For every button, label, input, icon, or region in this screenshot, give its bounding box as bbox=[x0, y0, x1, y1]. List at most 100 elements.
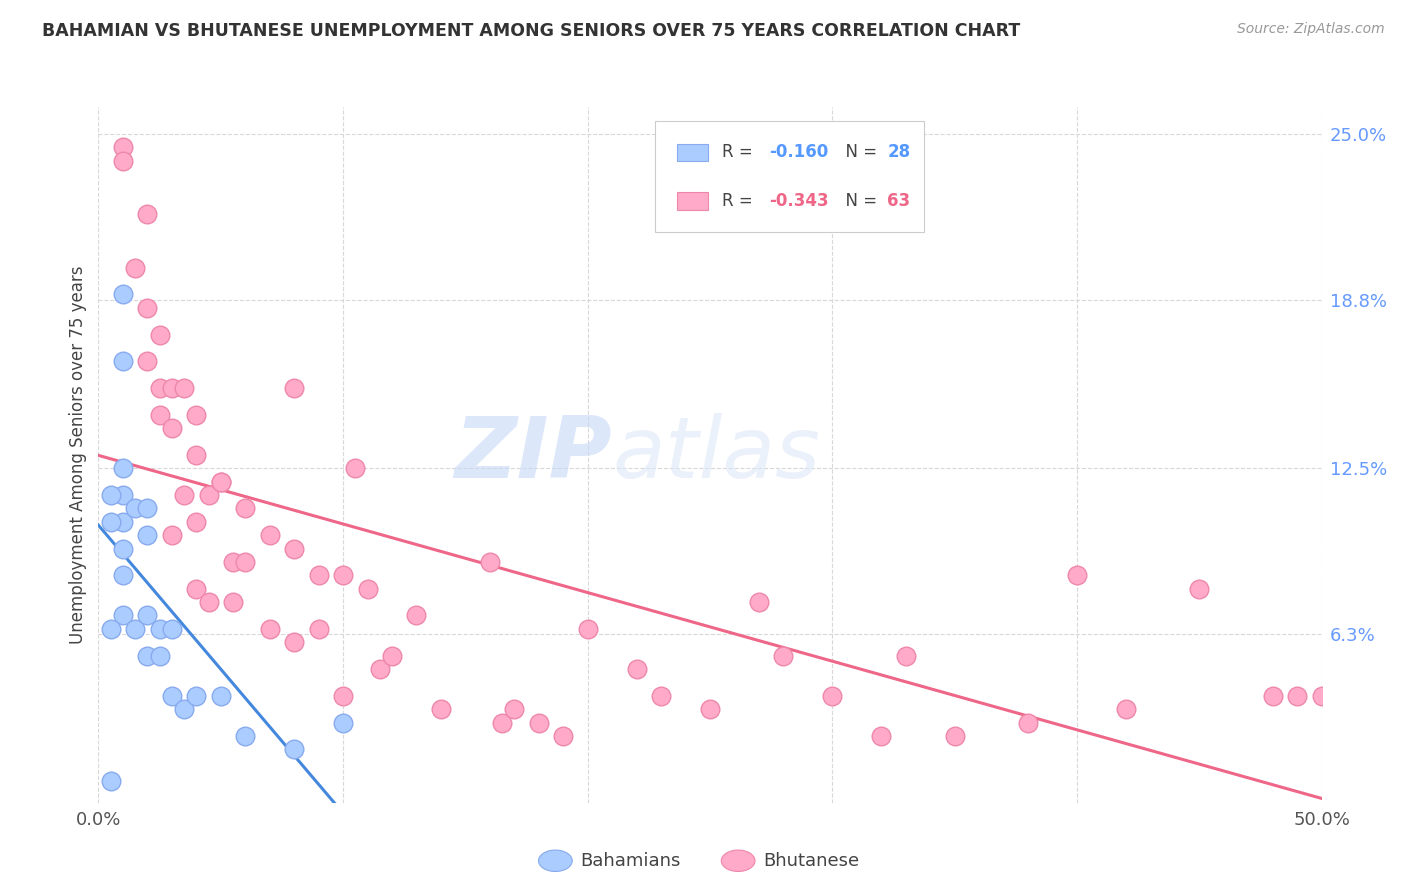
Point bbox=[283, 381, 305, 395]
Point bbox=[111, 608, 134, 623]
Point bbox=[332, 568, 354, 582]
Point bbox=[124, 501, 146, 516]
Point bbox=[233, 501, 256, 516]
Point bbox=[149, 327, 172, 342]
Point bbox=[368, 662, 391, 676]
Point bbox=[100, 488, 122, 502]
Point bbox=[209, 689, 232, 703]
Point bbox=[1261, 689, 1284, 703]
Text: atlas: atlas bbox=[612, 413, 820, 497]
Text: R =: R = bbox=[723, 144, 758, 161]
Point bbox=[160, 421, 183, 435]
Point bbox=[259, 528, 281, 542]
Text: ZIP: ZIP bbox=[454, 413, 612, 497]
Point bbox=[100, 622, 122, 636]
Text: Bhutanese: Bhutanese bbox=[763, 852, 859, 870]
Point bbox=[160, 381, 183, 395]
Point bbox=[124, 622, 146, 636]
Point bbox=[233, 729, 256, 743]
Point bbox=[136, 301, 159, 315]
Point bbox=[111, 515, 134, 529]
Point bbox=[356, 582, 378, 596]
Point bbox=[111, 354, 134, 368]
Text: Source: ZipAtlas.com: Source: ZipAtlas.com bbox=[1237, 22, 1385, 37]
Point bbox=[1310, 689, 1333, 703]
Point bbox=[332, 689, 354, 703]
Point bbox=[100, 515, 122, 529]
Point bbox=[186, 515, 208, 529]
Point bbox=[124, 260, 146, 275]
Point bbox=[405, 608, 427, 623]
Y-axis label: Unemployment Among Seniors over 75 years: Unemployment Among Seniors over 75 years bbox=[69, 266, 87, 644]
Text: -0.160: -0.160 bbox=[769, 144, 828, 161]
Point bbox=[748, 595, 770, 609]
Point bbox=[160, 528, 183, 542]
Point bbox=[136, 501, 159, 516]
Point bbox=[870, 729, 893, 743]
Point bbox=[136, 648, 159, 663]
Text: N =: N = bbox=[835, 144, 882, 161]
Point bbox=[233, 555, 256, 569]
Point bbox=[111, 461, 134, 475]
Point bbox=[160, 689, 183, 703]
Point bbox=[259, 622, 281, 636]
Point bbox=[100, 774, 122, 789]
Point bbox=[503, 702, 526, 716]
Point bbox=[136, 528, 159, 542]
Text: R =: R = bbox=[723, 192, 758, 210]
Point bbox=[136, 354, 159, 368]
Point bbox=[283, 541, 305, 556]
Point bbox=[197, 595, 219, 609]
Point bbox=[894, 648, 917, 663]
Point bbox=[1115, 702, 1137, 716]
Point bbox=[344, 461, 367, 475]
Text: 28: 28 bbox=[887, 144, 911, 161]
FancyBboxPatch shape bbox=[678, 144, 707, 161]
Point bbox=[149, 381, 172, 395]
FancyBboxPatch shape bbox=[678, 193, 707, 210]
Point bbox=[136, 608, 159, 623]
Point bbox=[197, 488, 219, 502]
Point bbox=[821, 689, 844, 703]
Point bbox=[111, 153, 134, 168]
Point bbox=[381, 648, 404, 663]
Point bbox=[332, 715, 354, 730]
Point bbox=[173, 488, 195, 502]
Point bbox=[111, 568, 134, 582]
FancyBboxPatch shape bbox=[655, 121, 924, 232]
Point bbox=[111, 287, 134, 301]
Point bbox=[173, 702, 195, 716]
Point bbox=[699, 702, 721, 716]
Point bbox=[209, 475, 232, 489]
Point bbox=[149, 648, 172, 663]
Point bbox=[222, 555, 245, 569]
Point bbox=[283, 635, 305, 649]
Text: Bahamians: Bahamians bbox=[581, 852, 681, 870]
Point bbox=[527, 715, 550, 730]
Point bbox=[186, 408, 208, 422]
Point bbox=[772, 648, 794, 663]
Point bbox=[173, 381, 195, 395]
Text: BAHAMIAN VS BHUTANESE UNEMPLOYMENT AMONG SENIORS OVER 75 YEARS CORRELATION CHART: BAHAMIAN VS BHUTANESE UNEMPLOYMENT AMONG… bbox=[42, 22, 1021, 40]
Point bbox=[1286, 689, 1309, 703]
Point bbox=[111, 541, 134, 556]
Point bbox=[553, 729, 575, 743]
Point bbox=[149, 408, 172, 422]
Point bbox=[111, 140, 134, 154]
Point bbox=[136, 207, 159, 221]
Point bbox=[149, 622, 172, 636]
Point bbox=[186, 582, 208, 596]
Text: -0.343: -0.343 bbox=[769, 192, 828, 210]
Point bbox=[430, 702, 453, 716]
Point bbox=[650, 689, 672, 703]
Point bbox=[491, 715, 513, 730]
Point bbox=[478, 555, 501, 569]
Point bbox=[222, 595, 245, 609]
Point bbox=[209, 475, 232, 489]
Point bbox=[186, 448, 208, 462]
Point bbox=[186, 689, 208, 703]
Point bbox=[308, 622, 330, 636]
Point bbox=[1017, 715, 1039, 730]
Text: N =: N = bbox=[835, 192, 882, 210]
Point bbox=[283, 742, 305, 756]
